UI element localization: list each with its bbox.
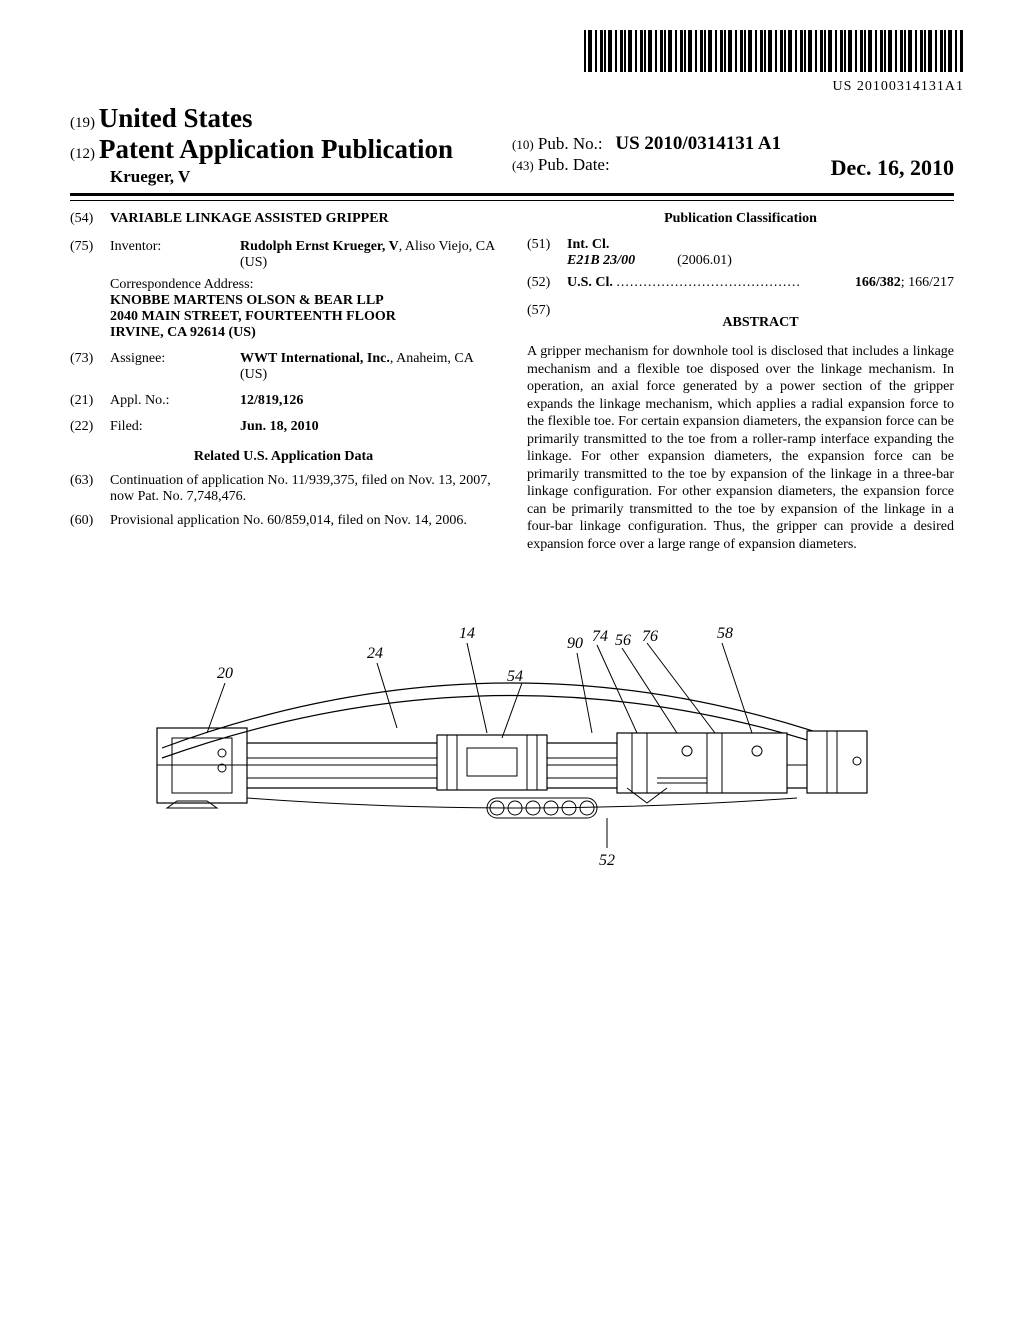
field-22-num: (22) (70, 419, 110, 435)
field-63: (63) Continuation of application No. 11/… (70, 473, 497, 505)
field-73-label: Assignee: (110, 351, 240, 383)
field-75-num: (75) (70, 239, 110, 271)
field-60-value: Provisional application No. 60/859,014, … (110, 513, 497, 529)
pub-no-label: Pub. No.: (538, 134, 603, 153)
int-cl-label: Int. Cl. (567, 237, 609, 252)
figure-svg: 20 24 14 54 90 74 56 76 58 52 (147, 583, 877, 873)
pub-type-line: (12) Patent Application Publication (70, 134, 512, 165)
field-60: (60) Provisional application No. 60/859,… (70, 513, 497, 529)
field-10-num: (10) (512, 137, 534, 152)
field-73-num: (73) (70, 351, 110, 383)
pub-type: Patent Application Publication (99, 134, 453, 164)
correspondence-address: Correspondence Address: KNOBBE MARTENS O… (110, 277, 497, 341)
fig-label-20: 20 (217, 665, 233, 682)
field-43-num: (43) (512, 158, 534, 173)
fig-label-24: 24 (367, 645, 383, 662)
fig-label-76: 76 (642, 628, 658, 645)
inventor-value: Rudolph Ernst Krueger, V, Aliso Viejo, C… (240, 239, 497, 271)
field-73: (73) Assignee: WWT International, Inc., … (70, 351, 497, 383)
field-51: (51) Int. Cl. E21B 23/00 (2006.01) (527, 237, 954, 269)
int-cl-date: (2006.01) (677, 253, 732, 268)
corr-line1: KNOBBE MARTENS OLSON & BEAR LLP (110, 293, 497, 309)
corr-line2: 2040 MAIN STREET, FOURTEENTH FLOOR (110, 309, 497, 325)
country-line: (19) United States (70, 103, 512, 134)
field-54: (54) VARIABLE LINKAGE ASSISTED GRIPPER (70, 211, 497, 227)
field-52-value: U.S. Cl. ...............................… (567, 275, 954, 291)
invention-title: VARIABLE LINKAGE ASSISTED GRIPPER (110, 211, 497, 227)
us-cl-dots: ........................................… (616, 275, 801, 290)
field-21-num: (21) (70, 393, 110, 409)
corr-line3: IRVINE, CA 92614 (US) (110, 325, 497, 341)
field-19-num: (19) (70, 115, 95, 131)
field-75: (75) Inventor: Rudolph Ernst Krueger, V,… (70, 239, 497, 271)
fig-label-14: 14 (459, 625, 475, 642)
body-columns: (54) VARIABLE LINKAGE ASSISTED GRIPPER (… (70, 211, 954, 553)
abstract-text: A gripper mechanism for downhole tool is… (527, 343, 954, 553)
assignee-value: WWT International, Inc., Anaheim, CA (US… (240, 351, 497, 383)
field-60-num: (60) (70, 513, 110, 529)
fig-label-52: 52 (599, 852, 615, 869)
barcode (584, 30, 964, 72)
header-left: (19) United States (12) Patent Applicati… (70, 103, 512, 187)
pub-no-value: US 2010/0314131 A1 (615, 133, 781, 154)
pub-date-value: Dec. 16, 2010 (831, 155, 954, 181)
filed-value: Jun. 18, 2010 (240, 419, 497, 435)
corr-label: Correspondence Address: (110, 277, 497, 293)
field-51-num: (51) (527, 237, 567, 269)
abstract-label: ABSTRACT (567, 315, 954, 331)
barcode-block: US 20100314131A1 (70, 30, 964, 95)
fig-label-56: 56 (615, 632, 631, 649)
fig-label-54: 54 (507, 668, 523, 685)
field-52-num: (52) (527, 275, 567, 291)
right-column: Publication Classification (51) Int. Cl.… (527, 211, 954, 553)
field-75-label: Inventor: (110, 239, 240, 271)
fig-label-58: 58 (717, 625, 733, 642)
field-21: (21) Appl. No.: 12/819,126 (70, 393, 497, 409)
inventor-name: Rudolph Ernst Krueger, V (240, 239, 399, 254)
fig-label-90: 90 (567, 635, 583, 652)
field-63-num: (63) (70, 473, 110, 505)
pub-no-line: (10) Pub. No.: US 2010/0314131 A1 (512, 133, 954, 155)
authors: Krueger, V (110, 167, 512, 187)
field-51-value: Int. Cl. E21B 23/00 (2006.01) (567, 237, 954, 269)
field-22-label: Filed: (110, 419, 240, 435)
field-54-num: (54) (70, 211, 110, 227)
field-21-label: Appl. No.: (110, 393, 240, 409)
us-cl-value: 166/382; 166/217 (855, 275, 954, 291)
left-column: (54) VARIABLE LINKAGE ASSISTED GRIPPER (… (70, 211, 497, 553)
field-22: (22) Filed: Jun. 18, 2010 (70, 419, 497, 435)
country-name: United States (99, 103, 253, 133)
patent-figure: 20 24 14 54 90 74 56 76 58 52 (70, 583, 954, 878)
header: (19) United States (12) Patent Applicati… (70, 103, 954, 187)
us-cl-label: U.S. Cl. (567, 275, 613, 290)
field-57-num: (57) (527, 303, 567, 337)
rule-thick (70, 193, 954, 196)
field-52: (52) U.S. Cl. ..........................… (527, 275, 954, 291)
int-cl-code: E21B 23/00 (567, 253, 635, 268)
assignee-name: WWT International, Inc. (240, 351, 390, 366)
barcode-text: US 20100314131A1 (70, 79, 964, 95)
field-57: (57) ABSTRACT (527, 303, 954, 337)
pub-date-line: (43) Pub. Date: Dec. 16, 2010 (512, 155, 954, 175)
patent-page: US 20100314131A1 (19) United States (12)… (0, 0, 1024, 1320)
field-12-num: (12) (70, 146, 95, 162)
appl-no-value: 12/819,126 (240, 393, 497, 409)
header-right: (10) Pub. No.: US 2010/0314131 A1 (43) P… (512, 103, 954, 181)
classification-heading: Publication Classification (527, 211, 954, 227)
rule-thin (70, 200, 954, 201)
related-heading: Related U.S. Application Data (70, 449, 497, 465)
pub-date-label: Pub. Date: (538, 155, 610, 174)
fig-label-74: 74 (592, 628, 608, 645)
field-63-value: Continuation of application No. 11/939,3… (110, 473, 497, 505)
